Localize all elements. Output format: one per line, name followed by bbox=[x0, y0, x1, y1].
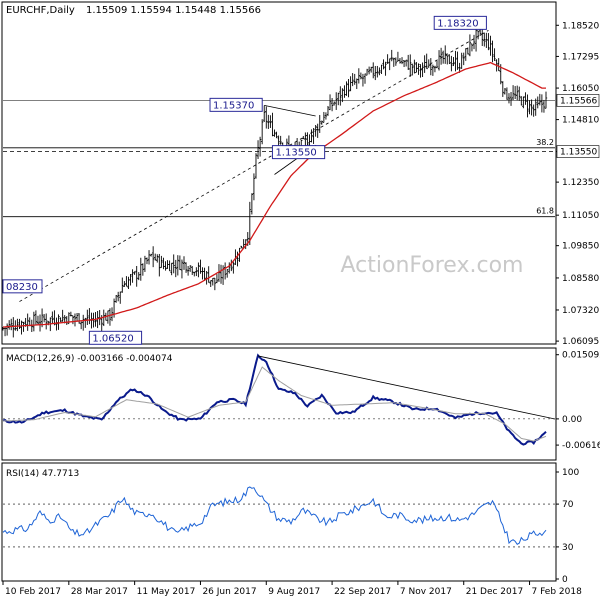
price-annotation-box bbox=[209, 97, 263, 112]
price-axis-label: 1.14810 bbox=[562, 116, 599, 126]
chart-title-symbol: EURCHF,Daily bbox=[6, 5, 75, 16]
price-axis-label: 1.08580 bbox=[562, 274, 599, 284]
price-annotation-box bbox=[271, 145, 326, 160]
level-price-label: 1.13550 bbox=[560, 148, 597, 158]
rsi-axis-label: 100 bbox=[562, 468, 579, 478]
macd-trendline bbox=[257, 355, 556, 420]
rsi-title: RSI(14) 47.7713 bbox=[6, 469, 79, 479]
price-annotation-label: 1.15370 bbox=[213, 100, 254, 111]
price-axis-label: 1.06095 bbox=[562, 337, 599, 347]
price-trendline bbox=[264, 104, 316, 117]
rsi-axis-label: 30 bbox=[562, 543, 574, 553]
chart-title-ohlc: 1.15509 1.15594 1.15448 1.15566 bbox=[86, 5, 261, 16]
price-annotation-label: 1.13550 bbox=[275, 148, 316, 159]
current-price-box bbox=[556, 94, 600, 107]
date-axis-label: 26 Jun 2017 bbox=[202, 587, 256, 597]
rsi-panel-frame bbox=[1, 462, 557, 582]
price-axis-label: 1.11050 bbox=[562, 211, 599, 221]
price-axis-label: 1.18520 bbox=[562, 21, 599, 31]
price-axis-label: 1.07320 bbox=[562, 306, 599, 316]
price-axis-label: 1.16050 bbox=[562, 84, 599, 94]
fib-level-label: 38.2 bbox=[536, 138, 554, 147]
macd-axis-label: -0.006163 bbox=[562, 441, 600, 451]
price-annotation-box bbox=[2, 279, 43, 294]
rsi-axis-label: 70 bbox=[562, 500, 574, 510]
price-annotation-box bbox=[88, 330, 143, 345]
macd-axis-label: 0.015092 bbox=[562, 351, 600, 361]
fib-level-label: 61.8 bbox=[536, 207, 554, 216]
date-axis-label: 7 Feb 2018 bbox=[532, 587, 583, 597]
current-price-label: 1.15566 bbox=[560, 96, 597, 106]
price-annotation-label: 1.06520 bbox=[92, 333, 133, 344]
price-annotation-box bbox=[433, 15, 487, 30]
level-price-box bbox=[556, 145, 600, 158]
watermark: ActionForex.com bbox=[341, 253, 524, 278]
price-annotation-label: 08230 bbox=[6, 282, 38, 293]
date-axis-label: 22 Sep 2017 bbox=[334, 587, 391, 597]
macd-axis-label: 0.00 bbox=[562, 415, 582, 425]
price-axis-label: 1.12350 bbox=[562, 178, 599, 188]
price-annotation-label: 1.18320 bbox=[437, 18, 478, 29]
price-axis-label: 1.17295 bbox=[562, 52, 599, 62]
date-axis-label: 11 May 2017 bbox=[137, 587, 196, 597]
date-axis-label: 28 Mar 2017 bbox=[71, 587, 128, 597]
date-axis-label: 7 Nov 2017 bbox=[400, 587, 452, 597]
moving-average-line bbox=[2, 61, 546, 328]
macd-panel-frame bbox=[1, 347, 557, 461]
rsi-axis-label: 0 bbox=[562, 575, 568, 585]
macd-signal-line bbox=[2, 366, 547, 442]
price-panel-frame bbox=[1, 1, 557, 345]
date-axis-label: 10 Feb 2017 bbox=[5, 587, 61, 597]
date-axis-label: 21 Dec 2017 bbox=[466, 587, 524, 597]
date-axis-label: 9 Aug 2017 bbox=[268, 587, 320, 597]
macd-title: MACD(12,26,9) -0.003166 -0.004074 bbox=[6, 354, 173, 364]
rsi-layer: 100 70 30 0 10 Feb 2017 28 Mar 2017 11 May 201… bbox=[2, 468, 583, 597]
price-layer: 1.18520 1.17295 1.16050 1.14810 1.13550 1.123… bbox=[1, 15, 600, 347]
macd-macd-line bbox=[2, 353, 547, 446]
macd-layer: 0.015092 0.00 -0.006163 bbox=[2, 351, 600, 451]
price-axis-label: 1.09850 bbox=[562, 242, 599, 252]
rsi-line bbox=[2, 486, 547, 545]
